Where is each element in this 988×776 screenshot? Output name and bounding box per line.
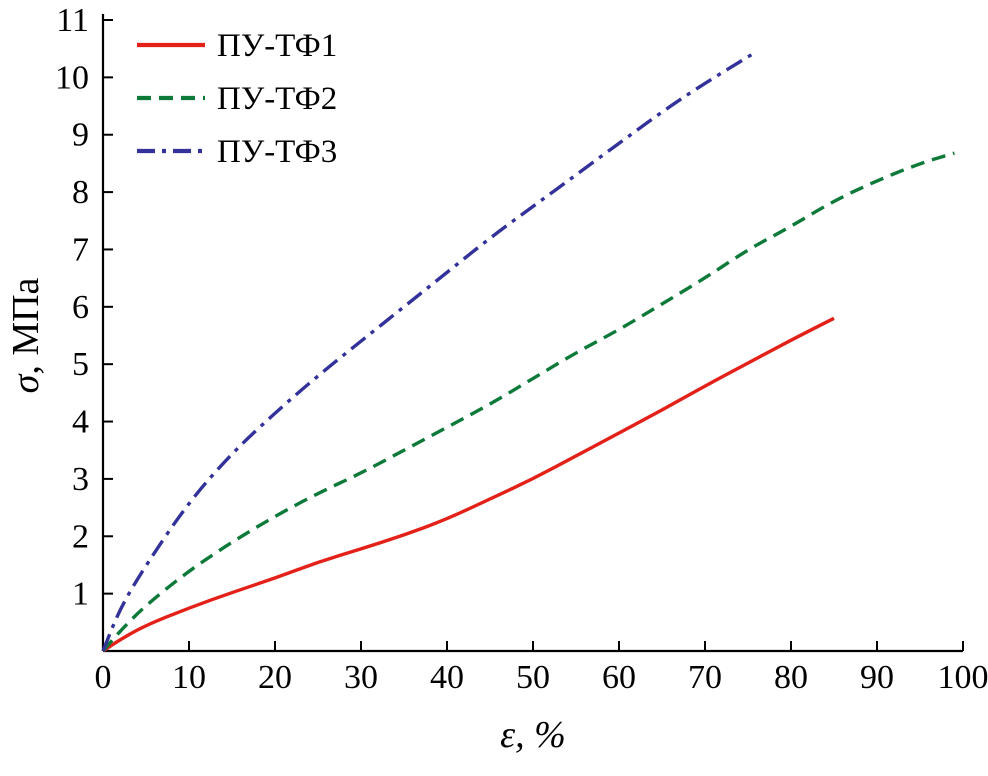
series-line-ПУ-ТФ1 bbox=[103, 318, 834, 651]
x-tick-label: 50 bbox=[516, 659, 550, 696]
y-tick-label: 11 bbox=[56, 2, 89, 39]
y-tick-label: 7 bbox=[72, 231, 89, 268]
y-tick-label: 9 bbox=[72, 117, 89, 154]
x-axis-title: ε, % bbox=[500, 714, 566, 756]
y-tick-label: 5 bbox=[72, 346, 89, 383]
y-tick-label: 8 bbox=[72, 174, 89, 211]
x-tick-label: 90 bbox=[860, 659, 894, 696]
x-tick-label: 20 bbox=[258, 659, 292, 696]
x-tick-label: 60 bbox=[602, 659, 636, 696]
legend-label-ПУ-ТФ2: ПУ-ТФ2 bbox=[217, 81, 337, 117]
x-tick-label: 30 bbox=[344, 659, 378, 696]
x-tick-label: 70 bbox=[688, 659, 722, 696]
y-tick-label: 1 bbox=[72, 576, 89, 613]
legend-label-ПУ-ТФ3: ПУ-ТФ3 bbox=[217, 134, 337, 170]
y-tick-label: 2 bbox=[72, 518, 89, 555]
legend-label-ПУ-ТФ1: ПУ-ТФ1 bbox=[217, 28, 337, 64]
y-tick-label: 6 bbox=[72, 289, 89, 326]
y-tick-label: 10 bbox=[55, 59, 89, 96]
x-tick-label: 80 bbox=[774, 659, 808, 696]
x-tick-label: 10 bbox=[172, 659, 206, 696]
y-tick-label: 4 bbox=[72, 404, 89, 441]
x-tick-label: 40 bbox=[430, 659, 464, 696]
x-tick-label: 0 bbox=[95, 659, 112, 696]
x-tick-label: 100 bbox=[938, 659, 988, 696]
y-tick-label: 3 bbox=[72, 461, 89, 498]
y-axis-title: σ, МПа bbox=[5, 277, 47, 393]
series-line-ПУ-ТФ2 bbox=[103, 153, 954, 651]
